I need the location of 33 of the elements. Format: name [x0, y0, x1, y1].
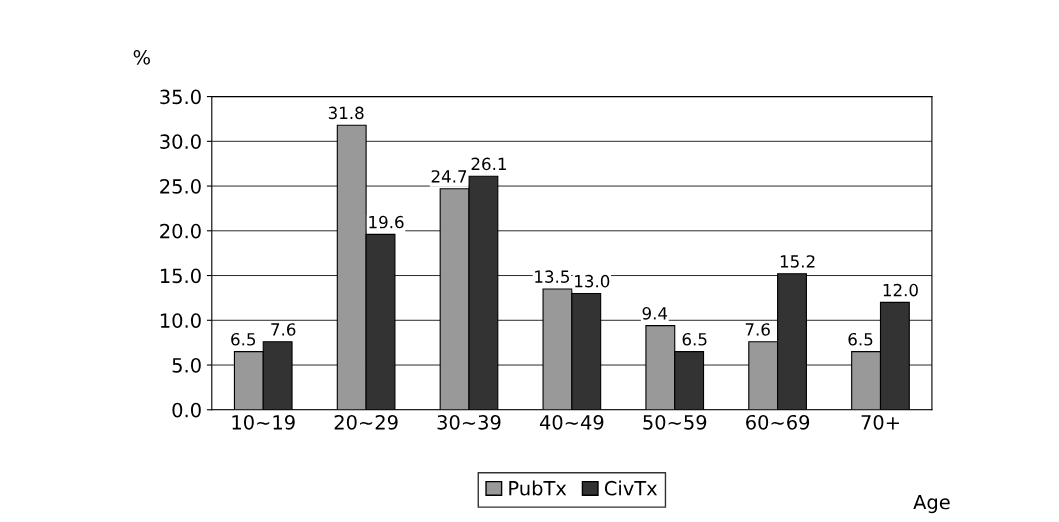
data-label: 7.6 [271, 323, 296, 336]
x-tick-label: 10~19 [232, 414, 295, 430]
x-tick-label: 70+ [861, 414, 899, 430]
data-label: 26.1 [471, 157, 506, 171]
y-tick-label: 20.0 [160, 223, 201, 239]
x-tick-label: 20~29 [334, 414, 398, 430]
data-label: 13.0 [575, 274, 610, 288]
data-label: 7.6 [745, 323, 770, 336]
data-label: 19.6 [369, 215, 404, 229]
data-label: 6.5 [682, 332, 707, 346]
x-tick-label: 30~39 [437, 414, 501, 430]
data-label: 15.2 [780, 255, 815, 268]
data-label: 24.7 [431, 170, 467, 183]
data-label: 9.4 [642, 307, 668, 320]
x-axis-title: Age [913, 494, 950, 514]
data-label: 6.5 [231, 332, 256, 346]
data-label: 13.5 [535, 270, 569, 283]
x-tick-label: 60~69 [746, 414, 810, 430]
y-axis-title: % [133, 49, 150, 65]
y-tick-label: 15.0 [160, 268, 201, 284]
data-label: 12.0 [883, 283, 918, 297]
data-label: 6.5 [848, 332, 873, 346]
y-tick-label: 30.0 [160, 134, 201, 149]
y-tick-label: 0.0 [172, 402, 201, 418]
x-tick-label: 50~59 [643, 414, 707, 430]
data-label: 31.8 [328, 106, 364, 120]
y-tick-label: 5.0 [172, 357, 201, 373]
legend-label: CivTx [604, 480, 658, 496]
legend-label: PubTx [509, 480, 567, 496]
x-tick-label: 40~49 [539, 414, 604, 430]
y-tick-label: 35.0 [160, 89, 201, 105]
y-tick-label: 25.0 [160, 179, 201, 194]
y-tick-label: 10.0 [160, 313, 201, 328]
